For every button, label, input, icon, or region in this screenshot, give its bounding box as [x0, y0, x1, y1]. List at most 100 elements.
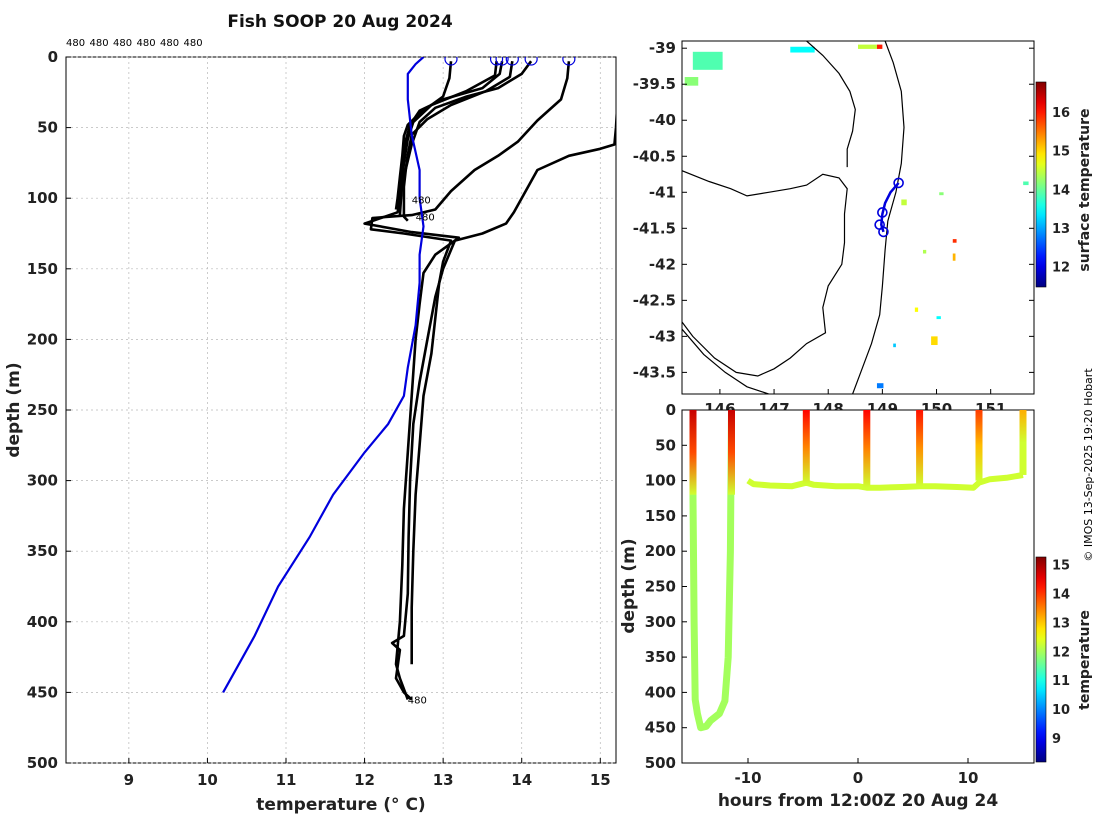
cast-profile — [728, 410, 735, 495]
surface-marker — [524, 57, 538, 66]
sst-patch — [684, 77, 699, 86]
ship-track-marker — [878, 226, 889, 238]
surface-marker — [489, 57, 504, 66]
sst-patch — [922, 249, 927, 254]
map-ytick-label: -42 — [649, 255, 676, 273]
sst-patch — [931, 336, 938, 346]
surface-marker — [505, 57, 519, 66]
map-colorbar-tick: 13 — [1052, 222, 1070, 237]
profile-series: 480 480 480 — [222, 57, 616, 706]
profile-xtick-label: 11 — [276, 771, 297, 789]
map-sst-patches — [684, 44, 1029, 389]
depth-time-ytick-label: 500 — [645, 754, 676, 772]
profile-line — [369, 61, 571, 665]
map-ytick-label: -43.5 — [633, 363, 676, 381]
depth-time-ytick-label: 200 — [645, 542, 676, 560]
sst-patch — [692, 51, 723, 70]
map-ytick-label: -39.5 — [633, 75, 676, 93]
profile-ytick-label: 50 — [37, 119, 58, 137]
surface-marker — [444, 57, 458, 66]
cast-profile — [916, 410, 924, 487]
profile-ticks: 9 10 11 12 13 14 15050100150200250300350400450… — [27, 48, 611, 789]
profile-line — [363, 60, 533, 700]
profile-xtick-label: 9 — [124, 771, 134, 789]
depth-time-ticks: 0 50 100 150 200 250 300 350 400 450 500 -10 0 10 — [645, 401, 979, 787]
profile-ytick-label: 450 — [27, 683, 58, 701]
depth-time-ytick-label: 100 — [645, 472, 676, 490]
top-label: 480 — [137, 38, 156, 49]
top-label: 480 — [184, 38, 203, 49]
profile-ytick-label: 200 — [27, 330, 58, 348]
top-label: 480 — [160, 38, 179, 49]
copyright-text: © IMOS 13-Sep-2025 19:20 Hobart — [1082, 368, 1095, 562]
sst-patch — [1023, 181, 1029, 186]
profile-line — [394, 61, 453, 210]
sst-patch — [893, 343, 896, 348]
sst-patch — [858, 44, 877, 49]
cast-profile — [1019, 410, 1027, 475]
profile-xlabel: temperature (° C) — [256, 795, 425, 815]
surface-marker — [495, 57, 509, 66]
map-coastline — [682, 41, 905, 394]
profile-line — [390, 104, 616, 701]
profile-xtick-label: 14 — [511, 771, 532, 789]
profile-ytick-label: 350 — [27, 542, 58, 560]
profile-ytick-label: 0 — [48, 48, 58, 66]
profile-xtick-label: 12 — [354, 771, 375, 789]
map-colorbar-tick: 12 — [1052, 261, 1070, 276]
depth-time-panel: 0 50 100 150 200 250 300 350 400 450 500 -10 0 10 hou… — [619, 401, 1093, 811]
map-ytick-label: -40.5 — [633, 147, 676, 165]
top-labels: 480 480 480 480 480 480 — [66, 38, 203, 49]
sst-patch — [790, 46, 815, 53]
map-ytick-label: -41 — [649, 183, 676, 201]
depth-time-colorbar-bar — [1035, 556, 1047, 763]
map-ytick-label: -42.5 — [633, 291, 676, 309]
climatology-line — [222, 57, 425, 693]
profile-ytick-label: 500 — [27, 754, 58, 772]
depth-time-ytick-label: 50 — [655, 436, 676, 454]
map-plot-area — [682, 41, 1034, 394]
profile-line — [397, 60, 504, 206]
profile-end-label: 480 — [408, 695, 427, 706]
depth-time-colorbar-tick: 12 — [1052, 645, 1070, 660]
map-panel: -39 -39.5 -40 -40.5 -41 -41.5 -42 -42.5 -43 -43.5… — [633, 39, 1093, 418]
map-colorbar-label: surface temperature — [1077, 108, 1093, 271]
profile-ytick-label: 150 — [27, 260, 58, 278]
sst-patch — [876, 383, 884, 389]
depth-time-ylabel: depth (m) — [619, 538, 639, 633]
deep-dive-track — [689, 410, 735, 732]
map-colorbar: 12 13 14 15 16 — [1035, 81, 1070, 288]
depth-time-ytick-label: 350 — [645, 648, 676, 666]
depth-time-colorbar-tick: 11 — [1052, 674, 1070, 689]
slope-contour — [682, 328, 769, 394]
depth-time-colorbar-tick: 13 — [1052, 616, 1070, 631]
depth-time-ytick-label: 150 — [645, 507, 676, 525]
profile-ytick-label: 250 — [27, 401, 58, 419]
profile-xtick-label: 10 — [197, 771, 218, 789]
profile-xtick-label: 13 — [433, 771, 454, 789]
profile-ylabel: depth (m) — [4, 362, 24, 457]
depth-time-xtick-label: 0 — [853, 769, 863, 787]
map-ytick-label: -43 — [649, 327, 676, 345]
map-ship-track — [874, 177, 904, 238]
map-colorbar-bar — [1035, 81, 1047, 288]
cast-profile — [802, 410, 810, 485]
chart-title: Fish SOOP 20 Aug 2024 — [227, 12, 453, 32]
depth-time-ytick-label: 0 — [666, 401, 676, 419]
top-label: 480 — [113, 38, 132, 49]
sst-patch — [876, 44, 883, 49]
map-ytick-label: -39 — [649, 39, 676, 57]
map-ytick-label: -40 — [649, 111, 676, 129]
sst-patch — [936, 316, 941, 320]
depth-time-xtick-label: 10 — [958, 769, 979, 787]
profile-xtick-label: 15 — [590, 771, 611, 789]
top-label: 480 — [66, 38, 85, 49]
sst-patch — [914, 307, 919, 312]
depth-time-ytick-label: 250 — [645, 578, 676, 596]
depth-time-colorbar-tick: 10 — [1052, 703, 1070, 718]
top-label: 480 — [90, 38, 109, 49]
sst-patch — [952, 239, 957, 243]
depth-time-ytick-label: 400 — [645, 683, 676, 701]
depth-time-colorbar: 9 10 11 12 13 14 15 — [1035, 556, 1070, 763]
